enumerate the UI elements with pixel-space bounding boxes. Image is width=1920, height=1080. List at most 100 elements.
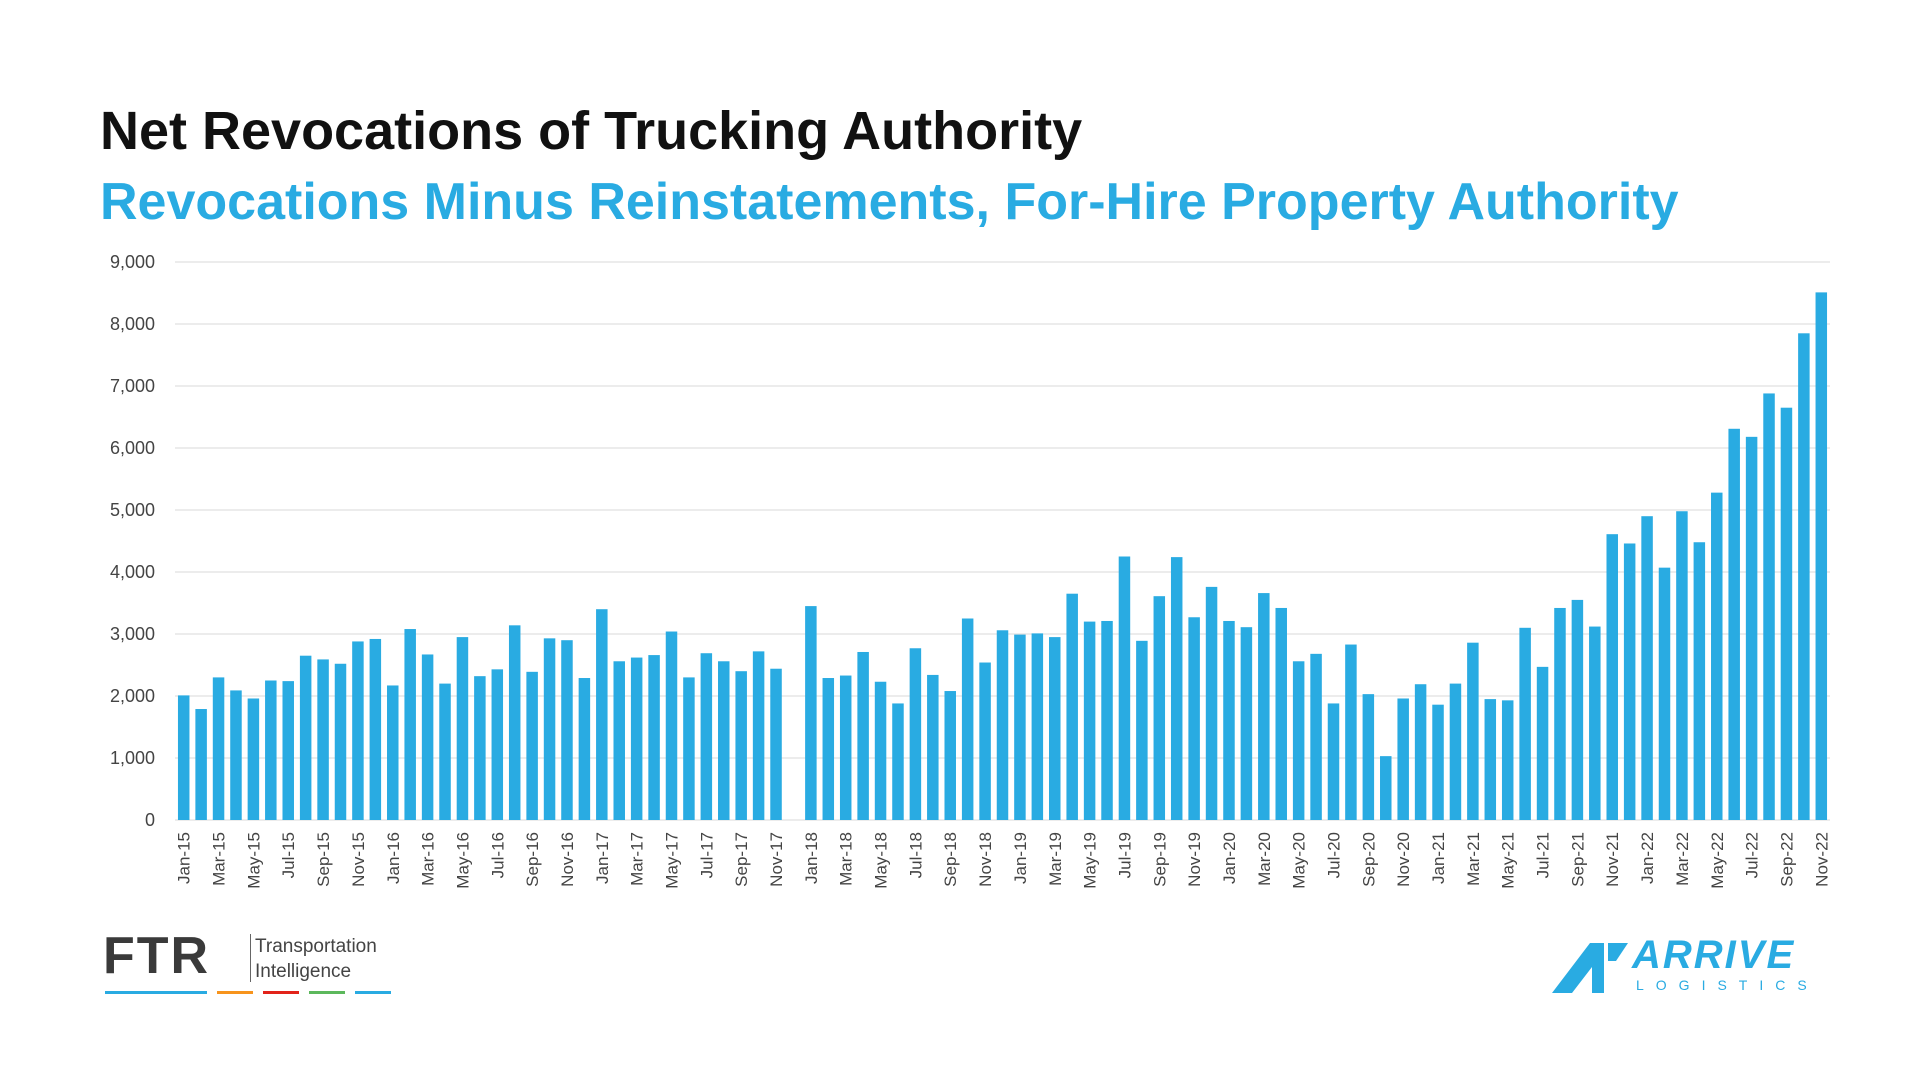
bar-may-22: [1711, 492, 1723, 820]
x-tick-label: Nov-16: [558, 832, 577, 887]
x-tick-label: Mar-16: [419, 832, 438, 886]
bar-jan-17: [596, 609, 608, 820]
x-tick-label: Jul-20: [1325, 832, 1344, 878]
bar-oct-18: [961, 618, 974, 820]
bar-nov-17: [770, 668, 782, 820]
ftr-logo-tagline: Transportation Intelligence: [255, 934, 377, 984]
bar-jul-22: [1745, 436, 1758, 820]
bar-mar-16: [421, 654, 434, 820]
bar-jun-16: [474, 676, 486, 820]
bar-jun-17: [683, 677, 695, 820]
bar-oct-15: [334, 663, 347, 820]
bar-jul-20: [1327, 703, 1340, 820]
bar-dec-20: [1414, 684, 1427, 820]
bar-jan-19: [1014, 634, 1026, 820]
bar-apr-22: [1693, 542, 1706, 820]
bars: [177, 292, 1828, 820]
bar-nov-18: [979, 662, 991, 820]
x-tick-label: Jul-18: [906, 832, 925, 878]
x-tick-label: Jul-17: [697, 832, 716, 878]
bar-mar-15: [212, 677, 225, 820]
x-tick-label: Jul-21: [1534, 832, 1553, 878]
bar-may-19: [1083, 621, 1096, 820]
x-tick-label: Jan-19: [1011, 832, 1030, 884]
bar-feb-20: [1240, 627, 1253, 820]
bar-jan-21: [1432, 704, 1444, 820]
bar-jan-18: [805, 606, 817, 820]
x-tick-label: Nov-21: [1603, 832, 1622, 887]
bar-feb-19: [1031, 633, 1044, 820]
bar-aug-19: [1136, 640, 1148, 820]
bar-jun-22: [1728, 428, 1740, 820]
bar-dec-19: [1205, 586, 1218, 820]
bar-aug-18: [927, 674, 939, 820]
bar-jul-16: [491, 669, 504, 820]
bar-mar-19: [1049, 637, 1061, 820]
bar-feb-17: [613, 661, 625, 820]
x-tick-label: Jul-15: [279, 832, 298, 878]
bar-mar-21: [1467, 642, 1479, 820]
y-axis-tick-labels: 0 1,000 2,000 3,000 4,000 5,000 6,000 7,000 8,00…: [110, 252, 155, 830]
x-tick-label: Mar-22: [1673, 832, 1692, 886]
x-tick-label: Sep-16: [523, 832, 542, 887]
bar-sep-21: [1571, 599, 1584, 820]
x-tick-label: Mar-19: [1046, 832, 1065, 886]
y-tick-label: 1,000: [110, 748, 155, 768]
bar-jul-21: [1536, 666, 1549, 820]
bar-aug-22: [1763, 393, 1775, 820]
bar-sep-16: [526, 671, 538, 820]
x-tick-label: Sep-22: [1777, 832, 1796, 887]
bar-aug-16: [508, 625, 521, 820]
x-tick-label: Sep-21: [1568, 832, 1587, 887]
arrive-logo-subword: LOGISTICS: [1636, 977, 1819, 993]
bar-may-17: [665, 631, 678, 820]
ftr-logo-mark: FTR: [103, 927, 211, 985]
x-tick-label: Jan-22: [1638, 832, 1657, 884]
bar-oct-22: [1798, 333, 1810, 820]
bar-aug-21: [1554, 607, 1566, 820]
bar-feb-16: [404, 629, 416, 820]
bar-dec-16: [578, 678, 591, 820]
bar-apr-21: [1484, 699, 1497, 820]
bar-mar-22: [1676, 511, 1688, 820]
arrive-logistics-logo: ARRIVE LOGISTICS: [1552, 935, 1852, 1005]
x-tick-label: Jan-16: [384, 832, 403, 884]
ftr-logo: FTR Transportation Intelligence: [103, 930, 403, 1000]
x-tick-label: May-20: [1290, 832, 1309, 889]
y-tick-label: 5,000: [110, 500, 155, 520]
x-tick-label: Nov-17: [767, 832, 786, 887]
x-tick-label: Mar-20: [1255, 832, 1274, 886]
bar-jul-19: [1118, 556, 1131, 820]
bar-oct-21: [1589, 626, 1601, 820]
bar-jan-16: [387, 685, 399, 820]
x-tick-label: Nov-20: [1394, 832, 1413, 887]
bar-apr-17: [648, 655, 660, 820]
x-tick-label: Sep-18: [941, 832, 960, 887]
y-tick-label: 7,000: [110, 376, 155, 396]
ftr-stripe: [217, 991, 253, 994]
bar-nov-22: [1815, 292, 1828, 820]
bar-jul-15: [282, 681, 294, 820]
x-axis-tick-labels: Jan-15 Mar-15 May-15 Jul-15 Sep-15 Nov-15 Jan-…: [175, 832, 1832, 889]
ftr-tagline-line-1: Transportation: [255, 936, 377, 957]
x-tick-label: Jul-16: [488, 832, 507, 878]
bar-aug-20: [1345, 644, 1357, 820]
x-tick-label: Jan-21: [1429, 832, 1448, 884]
bar-oct-17: [752, 651, 765, 820]
bar-jan-22: [1641, 516, 1653, 820]
x-tick-label: Jan-20: [1220, 832, 1239, 884]
bar-may-21: [1501, 700, 1514, 820]
ftr-tagline-line-2: Intelligence: [255, 961, 352, 982]
bar-apr-19: [1066, 593, 1078, 820]
chart-title: Net Revocations of Trucking Authority: [100, 101, 1083, 161]
bar-jan-20: [1223, 620, 1235, 820]
bar-may-18: [874, 681, 887, 820]
x-tick-label: Jul-22: [1743, 832, 1762, 878]
bar-oct-20: [1380, 756, 1392, 820]
x-tick-label: Sep-20: [1359, 832, 1378, 887]
bar-jun-18: [892, 703, 904, 820]
bar-jun-21: [1519, 627, 1531, 820]
arrive-logo-word: ARRIVE: [1632, 933, 1796, 977]
bar-dec-18: [996, 630, 1009, 820]
bar-mar-17: [630, 657, 643, 820]
